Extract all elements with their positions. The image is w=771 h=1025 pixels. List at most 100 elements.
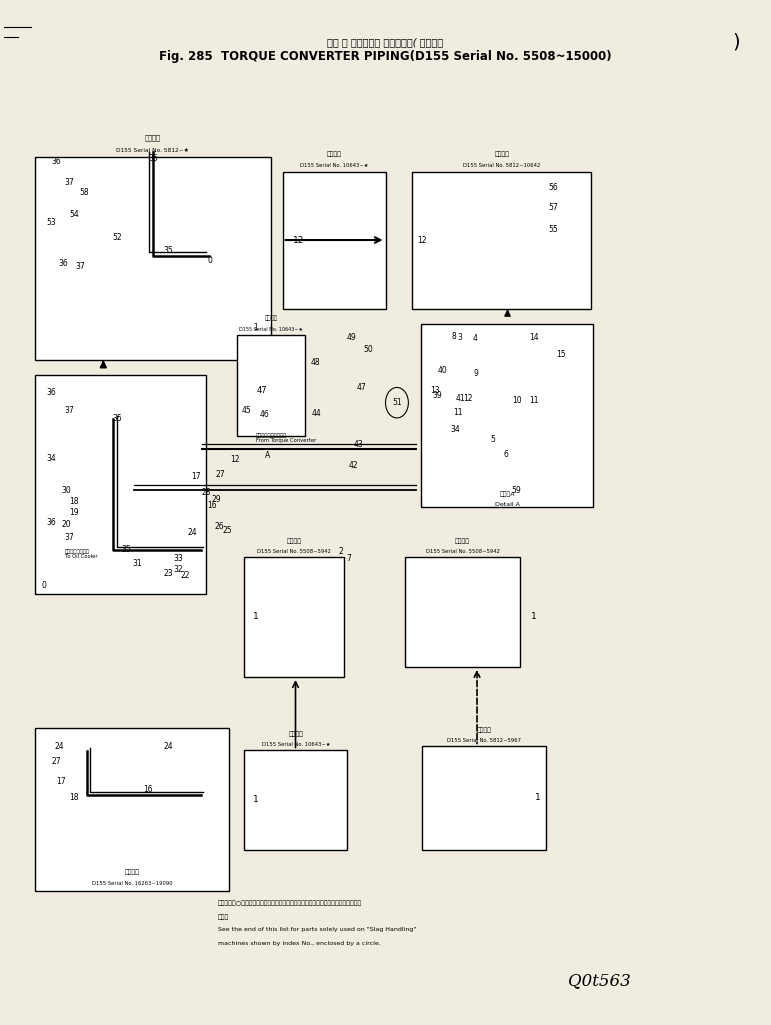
FancyBboxPatch shape bbox=[244, 558, 344, 678]
Text: 30: 30 bbox=[62, 486, 72, 495]
Text: 59: 59 bbox=[512, 486, 521, 495]
Text: トル ク コンバータ パイピング( 適用号機: トル ク コンバータ パイピング( 適用号機 bbox=[328, 37, 443, 47]
Text: 5: 5 bbox=[490, 435, 496, 444]
Text: 37: 37 bbox=[64, 406, 74, 415]
Text: A: A bbox=[264, 451, 270, 460]
Text: 12: 12 bbox=[230, 455, 239, 464]
Text: D155 Serial No. 5812~5967: D155 Serial No. 5812~5967 bbox=[447, 738, 521, 743]
Text: 51: 51 bbox=[392, 398, 402, 407]
Text: 48: 48 bbox=[311, 358, 320, 367]
Text: 適用号機: 適用号機 bbox=[494, 151, 510, 157]
Text: 19: 19 bbox=[69, 508, 79, 517]
Text: D155 Serial No. 16263~19090: D155 Serial No. 16263~19090 bbox=[92, 880, 172, 886]
Text: D155 Serial No. 5812~10642: D155 Serial No. 5812~10642 bbox=[463, 163, 540, 168]
Text: 1: 1 bbox=[535, 792, 541, 802]
Text: 12: 12 bbox=[417, 236, 427, 245]
Text: 0: 0 bbox=[207, 256, 213, 264]
Text: 57: 57 bbox=[548, 203, 558, 212]
Text: 24: 24 bbox=[163, 742, 173, 751]
Text: 52: 52 bbox=[113, 234, 122, 243]
Text: D155 Serial No. 5812~★: D155 Serial No. 5812~★ bbox=[116, 148, 190, 153]
Text: 3: 3 bbox=[458, 333, 463, 342]
Text: 47: 47 bbox=[356, 383, 366, 392]
Text: 1: 1 bbox=[531, 612, 537, 621]
Text: 44: 44 bbox=[312, 409, 322, 418]
Text: 適用号機: 適用号機 bbox=[145, 135, 161, 141]
Text: 1: 1 bbox=[253, 612, 259, 621]
Text: 13: 13 bbox=[430, 386, 440, 395]
Text: 適用号機: 適用号機 bbox=[124, 870, 140, 875]
Text: 22: 22 bbox=[181, 571, 190, 580]
Text: 適用号機: 適用号機 bbox=[288, 732, 303, 737]
Text: 54: 54 bbox=[69, 210, 79, 219]
Text: 17: 17 bbox=[191, 473, 201, 482]
Text: 11: 11 bbox=[453, 408, 463, 417]
Text: 36: 36 bbox=[46, 519, 56, 527]
Text: 34: 34 bbox=[46, 454, 56, 463]
Text: D155 Serial No. 10643~★: D155 Serial No. 10643~★ bbox=[239, 327, 303, 331]
Text: 47: 47 bbox=[257, 386, 268, 395]
Text: machines shown by index No., enclosed by a circle.: machines shown by index No., enclosed by… bbox=[217, 941, 380, 945]
Text: To Oil Cooler: To Oil Cooler bbox=[66, 555, 98, 560]
Text: 58: 58 bbox=[79, 188, 89, 197]
Text: 27: 27 bbox=[51, 757, 61, 766]
Text: 詳細図A: 詳細図A bbox=[500, 492, 515, 497]
Text: 46: 46 bbox=[260, 410, 270, 419]
Text: 10: 10 bbox=[512, 397, 521, 405]
Text: From Torque Converter: From Torque Converter bbox=[256, 439, 316, 444]
Text: 45: 45 bbox=[242, 406, 251, 415]
Text: 31: 31 bbox=[133, 559, 143, 568]
Text: 16: 16 bbox=[207, 501, 217, 509]
Text: 24: 24 bbox=[54, 742, 64, 751]
Text: D155 Serial No. 5508~5942: D155 Serial No. 5508~5942 bbox=[257, 549, 331, 555]
Text: D155 Serial No. 5508~5942: D155 Serial No. 5508~5942 bbox=[426, 549, 500, 555]
Text: 49: 49 bbox=[346, 333, 356, 342]
Text: 適用号機の○印ノ部品は適用号機として、修理部品に代わる部品番号をリスト末尾に: 適用号機の○印ノ部品は適用号機として、修理部品に代わる部品番号をリスト末尾に bbox=[217, 901, 362, 906]
Text: 1: 1 bbox=[254, 323, 258, 332]
Text: 記す。: 記す。 bbox=[217, 914, 229, 919]
Text: 24: 24 bbox=[187, 528, 197, 537]
Text: 33: 33 bbox=[173, 554, 183, 563]
Text: 26: 26 bbox=[214, 522, 224, 531]
Text: 39: 39 bbox=[433, 392, 443, 400]
Text: 2: 2 bbox=[339, 546, 344, 556]
Text: See the end of this list for parts solely used on "Slag Handling": See the end of this list for parts solel… bbox=[217, 928, 416, 933]
Text: 0: 0 bbox=[42, 581, 46, 590]
Text: Fig. 285  TORQUE CONVERTER PIPING(D155 Serial No. 5508~15000): Fig. 285 TORQUE CONVERTER PIPING(D155 Se… bbox=[159, 50, 612, 63]
Text: 11: 11 bbox=[530, 397, 539, 405]
FancyBboxPatch shape bbox=[421, 325, 593, 507]
Text: 56: 56 bbox=[548, 182, 558, 192]
Text: 4: 4 bbox=[473, 334, 477, 343]
Text: 適用号機: 適用号機 bbox=[476, 728, 491, 733]
Text: 40: 40 bbox=[438, 366, 448, 375]
Text: 36: 36 bbox=[46, 388, 56, 397]
Text: 36: 36 bbox=[59, 259, 69, 268]
Text: 適用号機: 適用号機 bbox=[327, 151, 342, 157]
FancyBboxPatch shape bbox=[405, 558, 520, 667]
Text: 32: 32 bbox=[173, 565, 183, 574]
Text: D155 Serial No. 10643~★: D155 Serial No. 10643~★ bbox=[300, 163, 369, 168]
Text: 35: 35 bbox=[148, 154, 158, 163]
Text: 55: 55 bbox=[548, 226, 558, 235]
Text: 37: 37 bbox=[76, 262, 86, 271]
Text: 41: 41 bbox=[456, 395, 465, 403]
Text: 34: 34 bbox=[451, 424, 460, 434]
FancyBboxPatch shape bbox=[35, 157, 271, 360]
FancyBboxPatch shape bbox=[282, 172, 386, 310]
Text: 適用号機: 適用号機 bbox=[455, 538, 470, 544]
Text: 7: 7 bbox=[346, 554, 352, 563]
Text: 53: 53 bbox=[46, 218, 56, 228]
Text: 適用号機: 適用号機 bbox=[287, 538, 301, 544]
Text: 35: 35 bbox=[163, 246, 173, 254]
Text: 35: 35 bbox=[121, 544, 131, 554]
Text: 37: 37 bbox=[64, 177, 74, 187]
Text: 6: 6 bbox=[503, 450, 508, 459]
Text: 18: 18 bbox=[69, 792, 79, 802]
Text: 43: 43 bbox=[353, 440, 363, 449]
Text: 23: 23 bbox=[163, 569, 173, 578]
Text: 8: 8 bbox=[452, 332, 456, 341]
Text: D155 Serial No. 10643~★: D155 Serial No. 10643~★ bbox=[261, 742, 330, 747]
Text: Q0t563: Q0t563 bbox=[567, 972, 631, 989]
Text: 1: 1 bbox=[253, 794, 259, 804]
FancyBboxPatch shape bbox=[422, 746, 546, 850]
